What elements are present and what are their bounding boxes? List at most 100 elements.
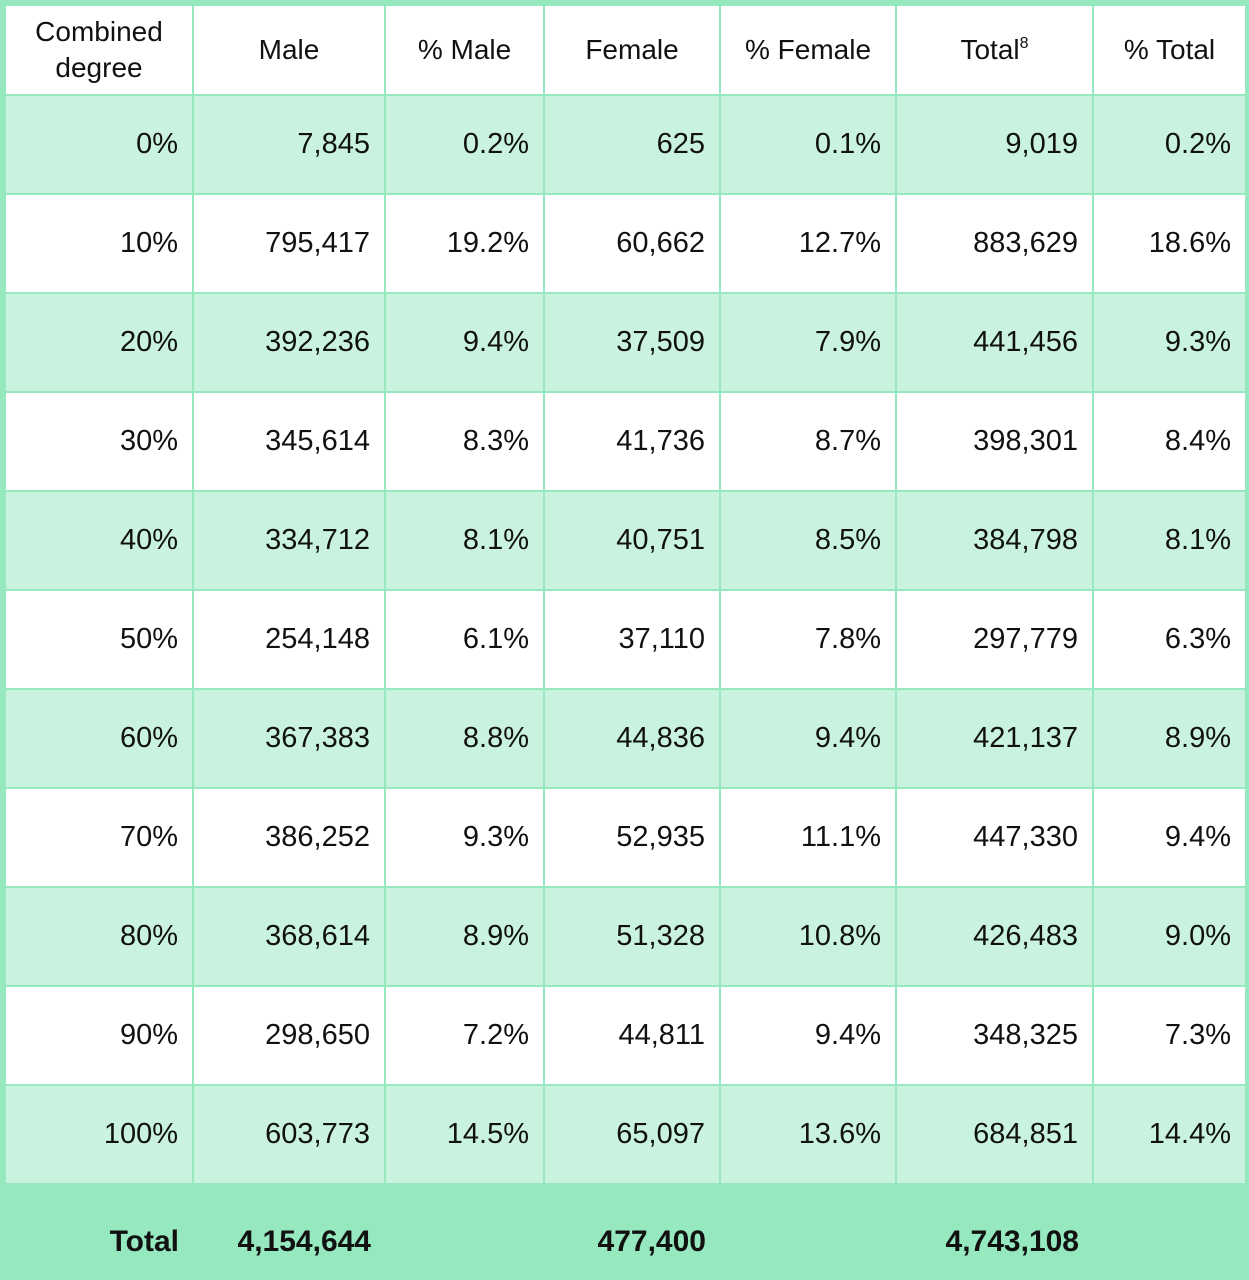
cell-male: 345,614 <box>192 391 386 492</box>
totals-male: 4,154,644 <box>193 1184 385 1280</box>
cell-female: 40,751 <box>543 490 721 591</box>
cell-pct-female: 11.1% <box>719 787 897 888</box>
cell-combined-degree: 30% <box>4 391 194 492</box>
table-row: 90% 298,650 7.2% 44,811 9.4% 348,325 7.3% <box>4 985 1247 1086</box>
cell-male: 795,417 <box>192 193 386 294</box>
cell-pct-total: 7.3% <box>1092 985 1247 1086</box>
cell-pct-total: 0.2% <box>1092 94 1247 195</box>
header-row: Combined degree Male % Male Female % Fem… <box>4 4 1247 96</box>
cell-male: 367,383 <box>192 688 386 789</box>
cell-pct-male: 9.3% <box>384 787 545 888</box>
cell-pct-female: 9.4% <box>719 688 897 789</box>
cell-female: 52,935 <box>543 787 721 888</box>
cell-pct-female: 8.5% <box>719 490 897 591</box>
cell-combined-degree: 20% <box>4 292 194 393</box>
header-pct-female: % Female <box>719 4 897 96</box>
cell-pct-total: 14.4% <box>1092 1084 1247 1185</box>
cell-male: 254,148 <box>192 589 386 690</box>
cell-pct-total: 8.1% <box>1092 490 1247 591</box>
cell-male: 392,236 <box>192 292 386 393</box>
cell-combined-degree: 90% <box>4 985 194 1086</box>
cell-pct-male: 8.1% <box>384 490 545 591</box>
cell-female: 625 <box>543 94 721 195</box>
cell-male: 334,712 <box>192 490 386 591</box>
cell-total: 426,483 <box>895 886 1094 987</box>
cell-pct-male: 8.8% <box>384 688 545 789</box>
table-row: 80% 368,614 8.9% 51,328 10.8% 426,483 9.0% <box>4 886 1247 987</box>
table-row: 20% 392,236 9.4% 37,509 7.9% 441,456 9.3% <box>4 292 1247 393</box>
cell-total: 684,851 <box>895 1084 1094 1185</box>
cell-pct-total: 9.0% <box>1092 886 1247 987</box>
cell-male: 7,845 <box>192 94 386 195</box>
cell-combined-degree: 60% <box>4 688 194 789</box>
cell-total: 348,325 <box>895 985 1094 1086</box>
cell-combined-degree: 100% <box>4 1084 194 1185</box>
cell-pct-total: 6.3% <box>1092 589 1247 690</box>
table-row: 100% 603,773 14.5% 65,097 13.6% 684,851 14.4% <box>4 1084 1247 1185</box>
header-female: Female <box>543 4 721 96</box>
cell-combined-degree: 80% <box>4 886 194 987</box>
cell-total: 421,137 <box>895 688 1094 789</box>
cell-pct-female: 7.9% <box>719 292 897 393</box>
header-pct-total: % Total <box>1092 4 1247 96</box>
cell-combined-degree: 10% <box>4 193 194 294</box>
cell-pct-female: 7.8% <box>719 589 897 690</box>
cell-pct-male: 7.2% <box>384 985 545 1086</box>
table-row: 70% 386,252 9.3% 52,935 11.1% 447,330 9.4% <box>4 787 1247 888</box>
totals-pct-total <box>1093 1184 1246 1280</box>
totals-label: Total <box>5 1184 193 1280</box>
cell-combined-degree: 0% <box>4 94 194 195</box>
cell-female: 44,811 <box>543 985 721 1086</box>
cell-pct-male: 6.1% <box>384 589 545 690</box>
cell-pct-total: 9.3% <box>1092 292 1247 393</box>
cell-pct-female: 10.8% <box>719 886 897 987</box>
cell-total: 384,798 <box>895 490 1094 591</box>
cell-pct-total: 18.6% <box>1092 193 1247 294</box>
table-row: 10% 795,417 19.2% 60,662 12.7% 883,629 18.6% <box>4 193 1247 294</box>
cell-pct-male: 8.9% <box>384 886 545 987</box>
cell-pct-female: 9.4% <box>719 985 897 1086</box>
table-row: 0% 7,845 0.2% 625 0.1% 9,019 0.2% <box>4 94 1247 195</box>
totals-pct-male <box>385 1184 544 1280</box>
combined-degree-table: Combined degree Male % Male Female % Fem… <box>4 4 1247 1280</box>
cell-combined-degree: 70% <box>4 787 194 888</box>
cell-female: 41,736 <box>543 391 721 492</box>
table-row: 40% 334,712 8.1% 40,751 8.5% 384,798 8.1% <box>4 490 1247 591</box>
header-male: Male <box>192 4 386 96</box>
cell-pct-male: 19.2% <box>384 193 545 294</box>
cell-male: 386,252 <box>192 787 386 888</box>
cell-female: 44,836 <box>543 688 721 789</box>
table-row: 30% 345,614 8.3% 41,736 8.7% 398,301 8.4% <box>4 391 1247 492</box>
cell-total: 9,019 <box>895 94 1094 195</box>
table-body: 0% 7,845 0.2% 625 0.1% 9,019 0.2% 10% 795,417 19.… <box>4 94 1247 1185</box>
cell-female: 51,328 <box>543 886 721 987</box>
cell-total: 447,330 <box>895 787 1094 888</box>
cell-total: 883,629 <box>895 193 1094 294</box>
header-combined-degree: Combined degree <box>4 4 194 96</box>
cell-male: 368,614 <box>192 886 386 987</box>
totals-total: 4,743,108 <box>896 1184 1093 1280</box>
cell-pct-total: 8.9% <box>1092 688 1247 789</box>
cell-pct-female: 13.6% <box>719 1084 897 1185</box>
cell-male: 603,773 <box>192 1084 386 1185</box>
cell-pct-male: 14.5% <box>384 1084 545 1185</box>
footnote-marker: 8 <box>1019 35 1029 52</box>
totals-pct-female <box>720 1184 896 1280</box>
cell-pct-female: 12.7% <box>719 193 897 294</box>
cell-total: 297,779 <box>895 589 1094 690</box>
table-row: 50% 254,148 6.1% 37,110 7.8% 297,779 6.3% <box>4 589 1247 690</box>
cell-female: 37,509 <box>543 292 721 393</box>
header-total: Total8 <box>895 4 1094 96</box>
cell-pct-female: 0.1% <box>719 94 897 195</box>
cell-combined-degree: 40% <box>4 490 194 591</box>
header-pct-male: % Male <box>384 4 545 96</box>
cell-pct-total: 8.4% <box>1092 391 1247 492</box>
cell-female: 37,110 <box>543 589 721 690</box>
totals-female: 477,400 <box>544 1184 720 1280</box>
table-row: 60% 367,383 8.8% 44,836 9.4% 421,137 8.9% <box>4 688 1247 789</box>
cell-pct-male: 0.2% <box>384 94 545 195</box>
cell-combined-degree: 50% <box>4 589 194 690</box>
cell-pct-total: 9.4% <box>1092 787 1247 888</box>
cell-pct-male: 9.4% <box>384 292 545 393</box>
